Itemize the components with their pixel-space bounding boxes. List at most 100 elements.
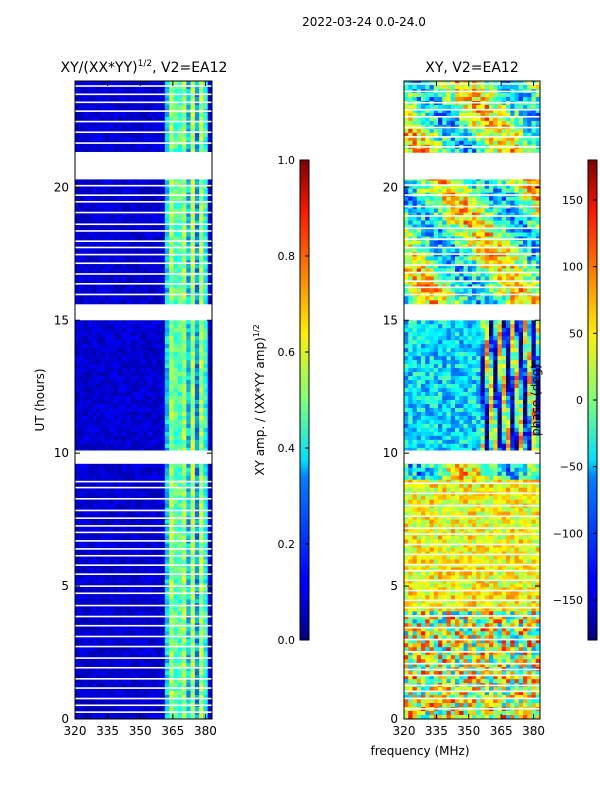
heatmap-cell [79, 567, 85, 572]
heatmap-cell [96, 344, 102, 349]
heatmap-cell [156, 467, 162, 473]
heatmap-cell [130, 531, 136, 537]
heatmap-cell [139, 663, 144, 668]
heatmap-cell [169, 128, 174, 134]
heatmap-cell [122, 443, 127, 449]
heatmap-cell [182, 499, 187, 505]
heatmap-cell [134, 328, 140, 333]
heatmap-cell [147, 411, 153, 417]
heatmap-cell [182, 276, 187, 281]
heatmap-cell [122, 611, 127, 616]
heatmap-cell [164, 268, 170, 273]
heatmap-cell [186, 144, 192, 150]
heatmap-cell [152, 579, 157, 584]
heatmap-cell [122, 112, 127, 118]
heatmap-cell [87, 120, 93, 126]
heatmap-cell [177, 619, 183, 624]
heatmap-cell [173, 96, 179, 102]
heatmap-cell [147, 268, 153, 273]
heatmap-cell [109, 627, 115, 632]
heatmap-cell [92, 92, 97, 98]
heatmap-cell [147, 296, 153, 301]
heatmap-cell [164, 332, 170, 337]
heatmap-cell [186, 88, 192, 94]
heatmap-cell [92, 336, 97, 341]
heatmap-cell [203, 631, 209, 636]
heatmap-cell [104, 324, 110, 329]
heatmap-cell [75, 276, 80, 281]
heatmap-cell [96, 607, 102, 612]
heatmap-cell [122, 188, 127, 194]
heatmap-cell [164, 248, 170, 253]
heatmap-cell [177, 411, 183, 417]
heatmap-cell [143, 611, 149, 616]
heatmap-cell [83, 683, 89, 688]
heatmap-cell [126, 511, 132, 517]
heatmap-cell [194, 208, 200, 214]
heatmap-cell [96, 372, 102, 377]
heatmap-cell [79, 96, 85, 102]
heatmap-cell [160, 643, 166, 648]
heatmap-cell [130, 619, 136, 624]
heatmap-cell [199, 372, 204, 377]
heatmap-cell [203, 300, 209, 305]
heatmap-cell [96, 431, 102, 437]
heatmap-cell [83, 595, 89, 600]
heatmap-cell [207, 647, 212, 652]
heatmap-cell [194, 368, 200, 373]
heatmap-cell [143, 607, 149, 612]
heatmap-cell [177, 679, 183, 684]
heatmap-cell [104, 599, 110, 604]
heatmap-cell [190, 495, 196, 501]
heatmap-cell [177, 687, 183, 692]
heatmap-cell [83, 388, 89, 393]
heatmap-cell [152, 555, 157, 560]
heatmap-cell [156, 499, 162, 505]
heatmap-cell [147, 132, 153, 138]
heatmap-cell [160, 495, 166, 501]
heatmap-cell [75, 403, 80, 409]
heatmap-cell [169, 388, 174, 393]
heatmap-cell [92, 635, 97, 640]
heatmap-cell [75, 212, 80, 218]
heatmap-cell [160, 619, 166, 624]
heatmap-cell [75, 336, 80, 341]
heatmap-cell [160, 372, 166, 377]
heatmap-cell [173, 372, 179, 377]
heatmap-cell [164, 651, 170, 656]
heatmap-cell [199, 551, 204, 557]
heatmap-cell [126, 104, 132, 110]
heatmap-cell [156, 356, 162, 361]
heatmap-cell [96, 81, 102, 86]
heatmap-cell [139, 691, 144, 696]
heatmap-cell [164, 236, 170, 241]
heatmap-cell [75, 284, 80, 289]
heatmap-cell [79, 615, 85, 620]
heatmap-cell [186, 579, 192, 584]
heatmap-cell [139, 475, 144, 481]
heatmap-cell [75, 132, 80, 138]
heatmap-cell [122, 555, 127, 560]
heatmap-cell [79, 352, 85, 357]
heatmap-cell [130, 256, 136, 261]
heatmap-cell [182, 447, 187, 453]
heatmap-cell [190, 531, 196, 537]
heatmap-cell [79, 400, 85, 405]
heatmap-cell [152, 392, 157, 397]
heatmap-cell [177, 216, 183, 222]
heatmap-cell [79, 635, 85, 640]
heatmap-cell [83, 647, 89, 652]
heatmap-cell [199, 503, 204, 509]
heatmap-cell [182, 419, 187, 425]
heatmap-cell [139, 120, 144, 126]
heatmap-cell [100, 403, 106, 409]
heatmap-cell [130, 128, 136, 134]
heatmap-cell [199, 368, 204, 373]
heatmap-cell [169, 208, 174, 214]
heatmap-cell [113, 411, 119, 417]
heatmap-cell [199, 336, 204, 341]
heatmap-cell [147, 204, 153, 210]
heatmap-cell [186, 100, 192, 106]
heatmap-cell [96, 232, 102, 238]
heatmap-cell [104, 360, 110, 365]
